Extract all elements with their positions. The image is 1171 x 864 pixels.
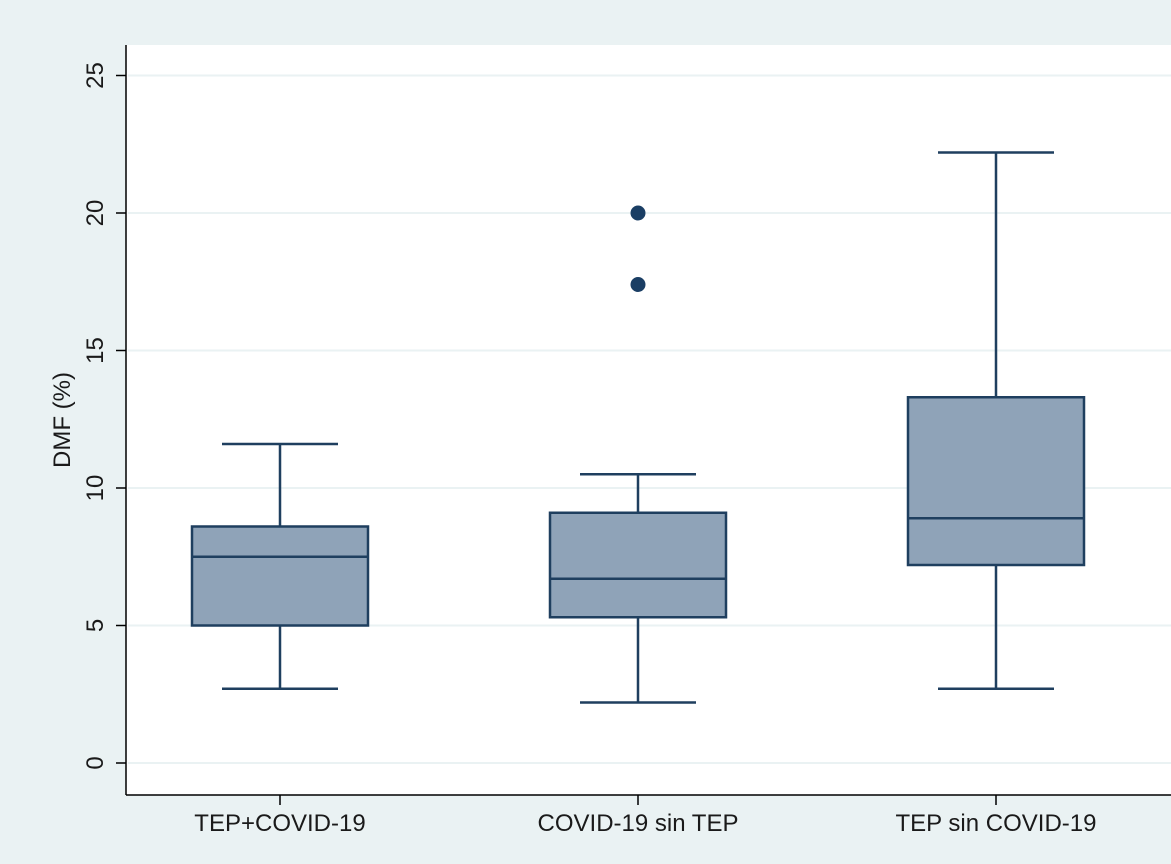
y-axis-title: DMF (%)	[49, 372, 76, 468]
y-tick-label: 20	[82, 200, 109, 227]
outlier-point	[630, 277, 646, 292]
y-tick-label: 10	[82, 475, 109, 502]
box-group	[548, 205, 728, 704]
x-tick-label: TEP+COVID-19	[194, 810, 365, 837]
y-axis-ticks: 0 5 10 15 20 25	[82, 62, 126, 770]
y-tick-label: 5	[82, 619, 109, 632]
x-tick-label: COVID-19 sin TEP	[538, 810, 739, 837]
iqr-box	[548, 511, 728, 619]
y-tick-label: 25	[82, 62, 109, 89]
outlier-point	[630, 205, 646, 221]
boxes	[190, 151, 1086, 704]
box-group	[190, 442, 370, 690]
box-group	[906, 151, 1086, 690]
x-axis-ticks: TEP+COVID-19 COVID-19 sin TEP TEP sin COVI…	[194, 795, 1096, 837]
iqr-box	[190, 525, 370, 627]
iqr-box	[906, 396, 1086, 567]
axes	[125, 45, 1171, 796]
x-tick-label: TEP sin COVID-19	[896, 810, 1097, 837]
y-tick-label: 0	[82, 756, 109, 769]
y-tick-label: 15	[82, 337, 109, 364]
